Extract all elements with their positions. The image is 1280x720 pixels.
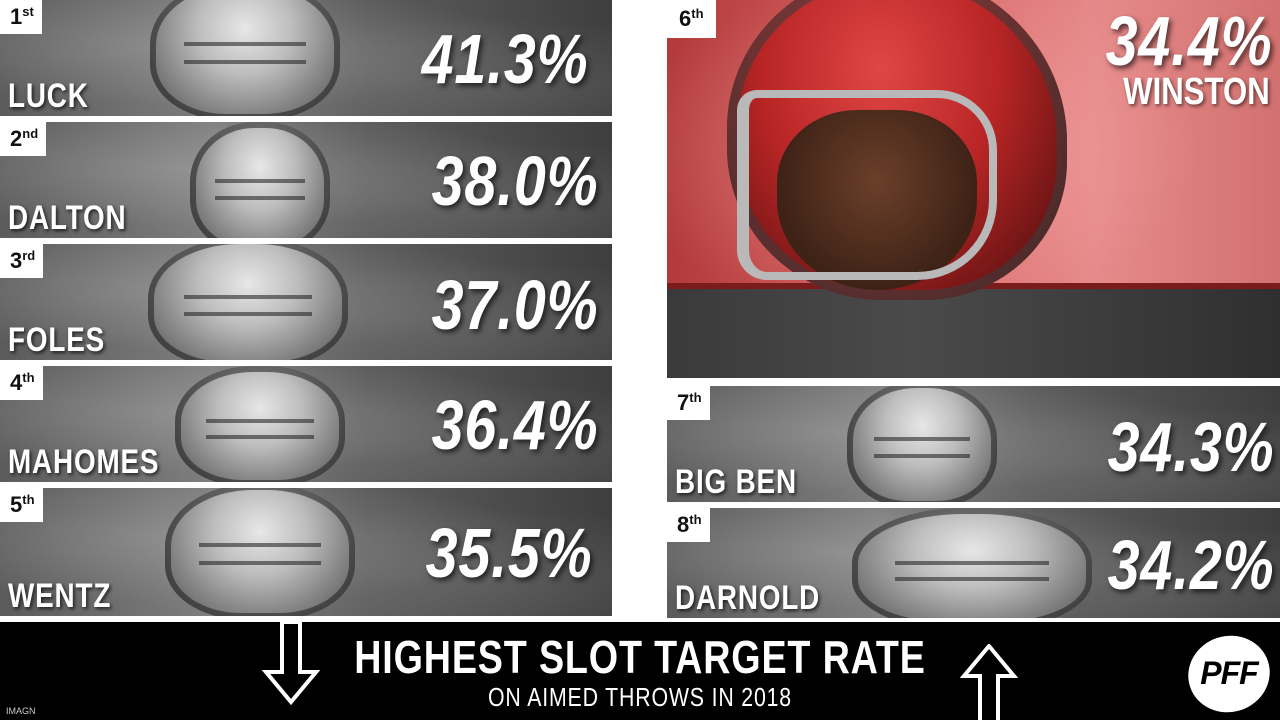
player-card-6: 6th 34.4% WINSTON (667, 0, 1280, 378)
rank-badge: 3rd (0, 244, 44, 278)
photo-credit: IMAGN (6, 706, 36, 716)
player-card-3: 3rd FOLES 37.0% (0, 244, 612, 360)
title-banner: HIGHEST SLOT TARGET RATE ON AIMED THROWS… (0, 620, 1280, 720)
slot-target-rate: 34.4% (1105, 2, 1272, 80)
player-name: WINSTON (1123, 71, 1270, 113)
player-name: MAHOMES (8, 443, 160, 481)
player-photo (165, 488, 355, 616)
arrow-down-icon (262, 620, 320, 706)
player-name: FOLES (8, 321, 106, 359)
arrow-up-icon (960, 644, 1018, 720)
rank-badge: 2nd (0, 122, 47, 156)
slot-target-rate: 35.5% (425, 514, 592, 592)
slot-target-rate: 36.4% (431, 386, 598, 464)
banner-subtitle: ON AIMED THROWS IN 2018 (488, 682, 792, 712)
rank-badge: 8th (667, 508, 710, 542)
rank-badge: 7th (667, 386, 710, 420)
jersey (667, 283, 1280, 378)
logo-text: PFF (1200, 655, 1258, 691)
player-photo (847, 386, 997, 502)
player-name: WENTZ (8, 577, 112, 615)
banner-title: HIGHEST SLOT TARGET RATE (354, 631, 926, 683)
player-name: DARNOLD (675, 579, 821, 617)
player-photo (150, 0, 340, 116)
pff-logo: PFF (1186, 633, 1272, 715)
slot-target-rate: 34.3% (1107, 408, 1274, 486)
player-card-4: 4th MAHOMES 36.4% (0, 366, 612, 482)
rank-badge: 6th (667, 0, 716, 38)
player-photo (175, 366, 345, 482)
rank-badge: 1st (0, 0, 42, 34)
player-card-1: 1st LUCK 41.3% (0, 0, 612, 116)
player-card-5: 5th WENTZ 35.5% (0, 488, 612, 616)
player-photo (190, 122, 330, 238)
slot-target-rate: 37.0% (431, 266, 598, 344)
player-name: BIG BEN (675, 463, 797, 501)
player-name: DALTON (8, 199, 127, 237)
slot-target-rate: 41.3% (421, 20, 588, 98)
player-name: LUCK (8, 77, 89, 115)
player-photo (148, 244, 348, 360)
player-card-2: 2nd DALTON 38.0% (0, 122, 612, 238)
player-card-8: 8th DARNOLD 34.2% (667, 508, 1280, 618)
rank-badge: 4th (0, 366, 43, 400)
player-card-7: 7th BIG BEN 34.3% (667, 386, 1280, 502)
slot-target-rate: 34.2% (1107, 526, 1274, 604)
player-photo (852, 508, 1092, 618)
rank-badge: 5th (0, 488, 43, 522)
facemask (737, 90, 997, 280)
slot-target-rate: 38.0% (431, 142, 598, 220)
